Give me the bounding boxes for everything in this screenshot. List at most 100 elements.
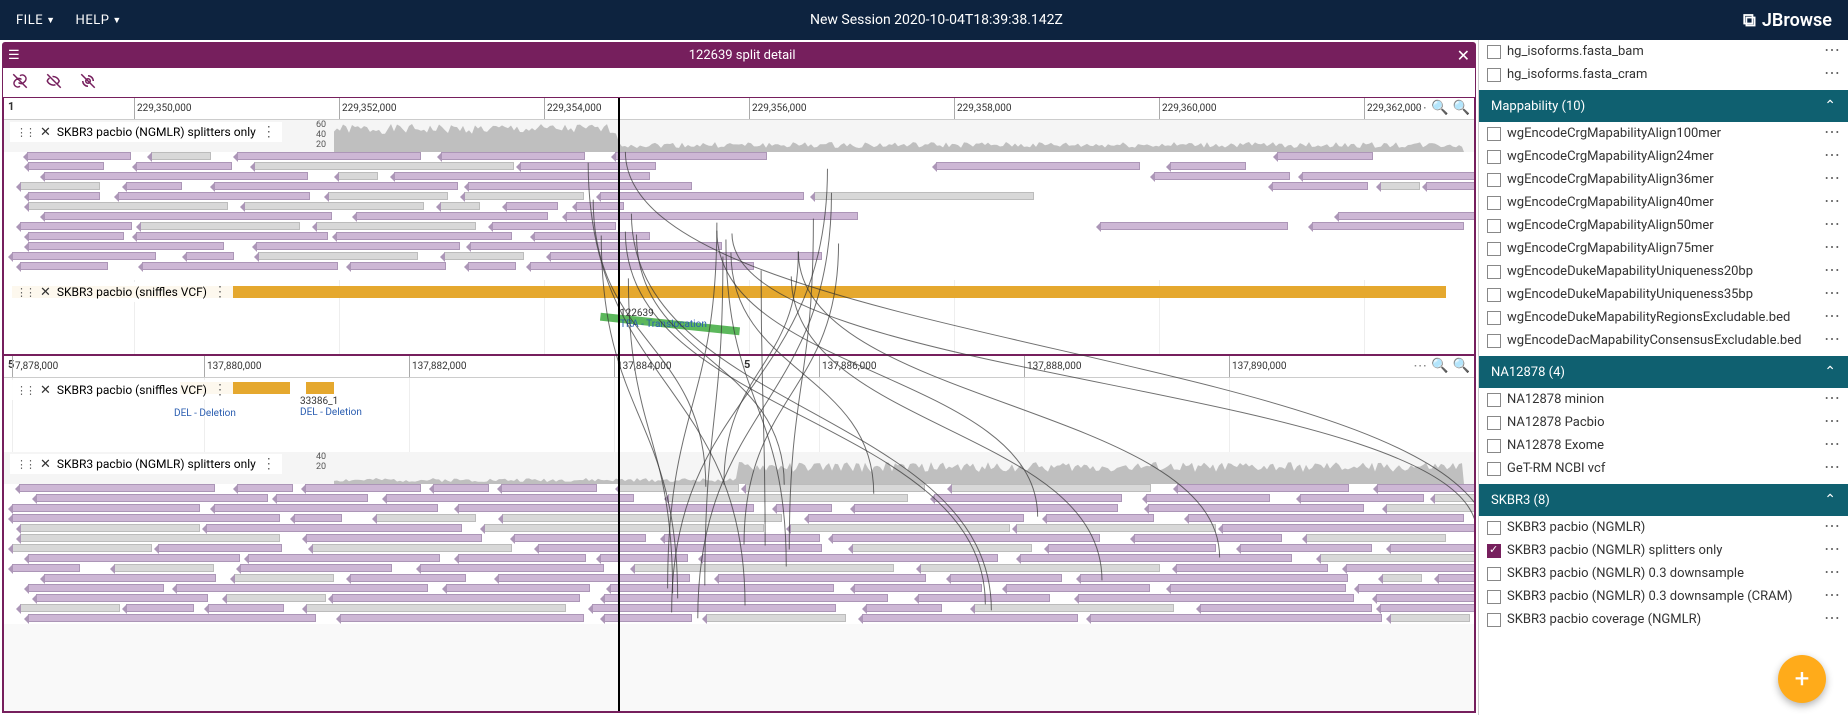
aligned-read[interactable] — [506, 202, 558, 210]
aligned-read[interactable] — [118, 192, 310, 200]
track-selector-item[interactable]: hg_isoforms.fasta_bam⋯ — [1479, 40, 1848, 63]
aligned-read[interactable] — [1320, 554, 1474, 562]
track-selector-sidebar[interactable]: hg_isoforms.fasta_bam⋯hg_isoforms.fasta_… — [1478, 40, 1848, 715]
track-checkbox[interactable] — [1487, 462, 1501, 476]
aligned-read[interactable] — [1006, 584, 1150, 592]
hamburger-icon[interactable]: ☰ — [8, 48, 20, 63]
close-track-button[interactable]: ✕ — [40, 285, 51, 300]
aligned-read[interactable] — [376, 514, 476, 522]
aligned-read[interactable] — [28, 202, 228, 210]
aligned-read[interactable] — [12, 564, 80, 572]
vcf-feature-bar[interactable] — [306, 382, 334, 394]
aligned-read[interactable] — [20, 182, 100, 190]
aligned-read[interactable] — [1222, 524, 1474, 532]
options-icon[interactable]: ⋯ — [1413, 100, 1427, 116]
aligned-read[interactable] — [718, 574, 926, 582]
aligned-read[interactable] — [28, 584, 164, 592]
aligned-read[interactable] — [28, 614, 316, 622]
track-checkbox[interactable] — [1487, 439, 1501, 453]
aligned-read[interactable] — [28, 232, 124, 240]
track-selector-item[interactable]: wgEncodeCrgMapabilityAlign24mer⋯ — [1479, 145, 1848, 168]
aligned-read[interactable] — [12, 252, 156, 260]
aligned-read[interactable] — [276, 494, 368, 502]
track-checkbox[interactable] — [1487, 567, 1501, 581]
aligned-read[interactable] — [294, 514, 342, 522]
aligned-read[interactable] — [604, 594, 888, 602]
track-selector-item[interactable]: wgEncodeCrgMapabilityAlign40mer⋯ — [1479, 191, 1848, 214]
alignment-reads[interactable] — [4, 152, 1474, 280]
aligned-read[interactable] — [1346, 564, 1474, 572]
track-selector-item[interactable]: wgEncodeCrgMapabilityAlign36mer⋯ — [1479, 168, 1848, 191]
aligned-read[interactable] — [1048, 544, 1216, 552]
aligned-read[interactable] — [248, 554, 440, 562]
aligned-read[interactable] — [256, 242, 460, 250]
aligned-read[interactable] — [28, 554, 240, 562]
aligned-read[interactable] — [240, 564, 392, 572]
aligned-read[interactable] — [974, 604, 1174, 612]
aligned-read[interactable] — [470, 242, 722, 250]
track-item-menu-icon[interactable]: ⋯ — [1824, 332, 1840, 346]
genomic-ruler[interactable]: 557,878,000137,880,000137,882,000137,884… — [4, 356, 1474, 378]
aligned-read[interactable] — [576, 202, 624, 210]
aligned-read[interactable] — [1090, 614, 1382, 622]
close-track-button[interactable]: ✕ — [40, 457, 51, 472]
track-selector-item[interactable]: wgEncodeDukeMapabilityRegionsExcludable.… — [1479, 306, 1848, 329]
aligned-read[interactable] — [950, 574, 1062, 582]
aligned-read[interactable] — [668, 494, 908, 502]
track-selector-item[interactable]: SKBR3 pacbio (NGMLR) 0.3 downsample⋯ — [1479, 562, 1848, 585]
aligned-read[interactable] — [1380, 604, 1474, 612]
track-selector-item[interactable]: hg_isoforms.fasta_cram⋯ — [1479, 63, 1848, 86]
drag-handle-icon[interactable]: ⋮⋮ — [16, 384, 34, 397]
aligned-read[interactable] — [338, 172, 378, 180]
aligned-read[interactable] — [316, 222, 476, 230]
aligned-read[interactable] — [44, 574, 216, 582]
track-category-header[interactable]: SKBR3 (8)⌃ — [1479, 484, 1848, 516]
aligned-read[interactable] — [142, 262, 338, 270]
track-selector-item[interactable]: SKBR3 pacbio (NGMLR) splitters only⋯ — [1479, 539, 1848, 562]
track-item-menu-icon[interactable]: ⋯ — [1824, 171, 1840, 185]
track-item-menu-icon[interactable]: ⋯ — [1824, 194, 1840, 208]
aligned-read[interactable] — [12, 544, 152, 552]
aligned-read[interactable] — [140, 222, 300, 230]
track-selector-item[interactable]: GeT-RM NCBI vcf⋯ — [1479, 457, 1848, 480]
aligned-read[interactable] — [394, 172, 650, 180]
track-selector-item[interactable]: wgEncodeDukeMapabilityUniqueness20bp⋯ — [1479, 260, 1848, 283]
track-item-menu-icon[interactable]: ⋯ — [1824, 588, 1840, 602]
alignment-reads[interactable] — [4, 484, 1474, 624]
aligned-read[interactable] — [1390, 614, 1470, 622]
aligned-read[interactable] — [328, 192, 448, 200]
track-item-menu-icon[interactable]: ⋯ — [1824, 542, 1840, 556]
aligned-read[interactable] — [814, 192, 1034, 200]
aligned-read[interactable] — [745, 484, 925, 492]
aligned-read[interactable] — [854, 584, 982, 592]
track-checkbox[interactable] — [1487, 127, 1501, 141]
aligned-read[interactable] — [862, 614, 1078, 622]
aligned-read[interactable] — [1358, 584, 1474, 592]
aligned-read[interactable] — [600, 192, 804, 200]
aligned-read[interactable] — [1390, 544, 1474, 552]
aligned-read[interactable] — [1382, 574, 1422, 582]
aligned-read[interactable] — [20, 222, 132, 230]
aligned-read[interactable] — [332, 594, 580, 602]
aligned-read[interactable] — [12, 504, 200, 512]
aligned-read[interactable] — [340, 614, 584, 622]
aligned-read[interactable] — [1240, 544, 1372, 552]
zoom-out-icon[interactable]: 🔍 — [1431, 358, 1448, 374]
aligned-read[interactable] — [151, 152, 211, 160]
aligned-read[interactable] — [446, 584, 590, 592]
track-checkbox[interactable] — [1487, 68, 1501, 82]
aligned-read[interactable] — [1200, 604, 1372, 612]
genomic-ruler[interactable]: 1229,350,000229,352,000229,354,000229,35… — [4, 98, 1474, 120]
aligned-read[interactable] — [1016, 524, 1216, 532]
aligned-read[interactable] — [12, 514, 280, 522]
aligned-read[interactable] — [36, 594, 208, 602]
eye-off-icon[interactable] — [45, 72, 63, 94]
aligned-read[interactable] — [492, 222, 616, 230]
aligned-read[interactable] — [464, 192, 584, 200]
aligned-read[interactable] — [126, 182, 182, 190]
track-item-menu-icon[interactable]: ⋯ — [1824, 217, 1840, 231]
track-selector-item[interactable]: NA12878 Pacbio⋯ — [1479, 411, 1848, 434]
zoom-in-icon[interactable]: 🔍 — [1453, 358, 1470, 374]
aligned-read[interactable] — [502, 514, 782, 522]
aligned-read[interactable] — [1386, 504, 1474, 512]
